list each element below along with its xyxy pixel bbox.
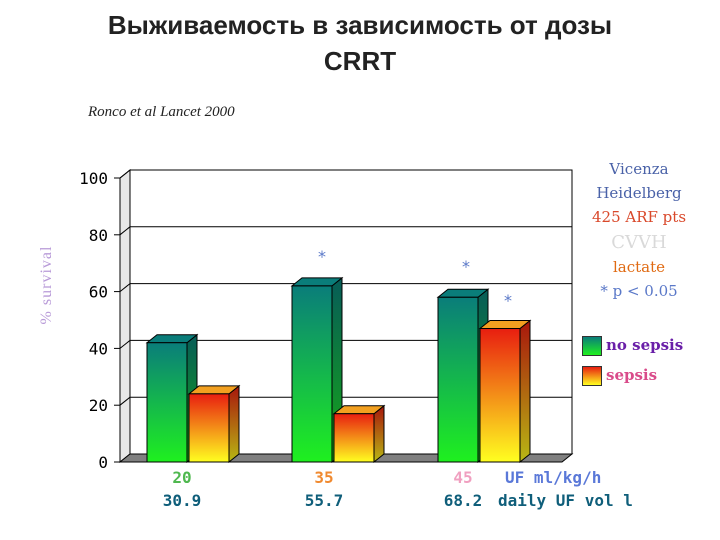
chart-title: Выживаемость в зависимость от дозы bbox=[107, 10, 613, 40]
y-tick-label: 80 bbox=[89, 226, 108, 245]
y-tick-label: 40 bbox=[89, 339, 108, 358]
chart-title-line2: CRRT bbox=[323, 46, 397, 76]
bar-no-sepsis bbox=[146, 342, 188, 463]
x-category-label: 45 bbox=[453, 468, 473, 487]
x-category-row2-label: 68.2 bbox=[443, 491, 483, 510]
gridline-side bbox=[119, 283, 131, 292]
bar-sepsis bbox=[188, 393, 230, 463]
y-tick-label: 60 bbox=[89, 283, 108, 302]
legend-swatch-sepsis bbox=[582, 366, 602, 386]
legend-label-sepsis: sepsis bbox=[606, 366, 658, 384]
chart-subtitle: Ronco et al Lancet 2000 bbox=[88, 104, 235, 120]
info-vicenza: Vicenza bbox=[609, 160, 669, 178]
bar-side bbox=[228, 384, 240, 464]
bar-side bbox=[373, 404, 385, 464]
significance-star: * bbox=[504, 291, 512, 310]
plot-side-wall bbox=[119, 168, 131, 464]
info-cvvh: CVVH bbox=[611, 232, 667, 253]
y-tick-label: 100 bbox=[79, 169, 108, 188]
y-tick-label: 0 bbox=[98, 453, 108, 472]
gridline-side bbox=[119, 169, 131, 179]
bar-no-sepsis bbox=[291, 285, 333, 463]
bar-sepsis bbox=[333, 413, 375, 463]
gridline-side bbox=[119, 396, 131, 406]
info-lactate: lactate bbox=[612, 258, 666, 276]
y-tick-label: 20 bbox=[89, 396, 108, 415]
info-pts: 425 ARF pts bbox=[591, 208, 687, 226]
info-heidelberg: Heidelberg bbox=[596, 184, 682, 202]
x-category-row2-label: 30.9 bbox=[162, 491, 202, 510]
x-row2-label: daily UF vol l bbox=[498, 491, 633, 510]
legend-label-nosepsis: no sepsis bbox=[606, 336, 684, 354]
x-category-row2-label: 55.7 bbox=[304, 491, 344, 510]
gridline-side bbox=[119, 340, 131, 349]
x-row1-label: UF ml/kg/h bbox=[505, 468, 602, 487]
bar-side bbox=[519, 319, 531, 464]
bar-sepsis bbox=[479, 328, 521, 463]
x-category-label: 35 bbox=[314, 468, 334, 487]
significance-star: * bbox=[462, 257, 470, 276]
legend-swatch-nosepsis bbox=[582, 336, 602, 356]
bar-no-sepsis bbox=[437, 296, 479, 463]
x-category-label: 20 bbox=[172, 468, 192, 487]
gridline-side bbox=[119, 226, 131, 236]
info-pvalue: * p < 0.05 bbox=[600, 282, 678, 300]
significance-star: * bbox=[318, 247, 326, 266]
